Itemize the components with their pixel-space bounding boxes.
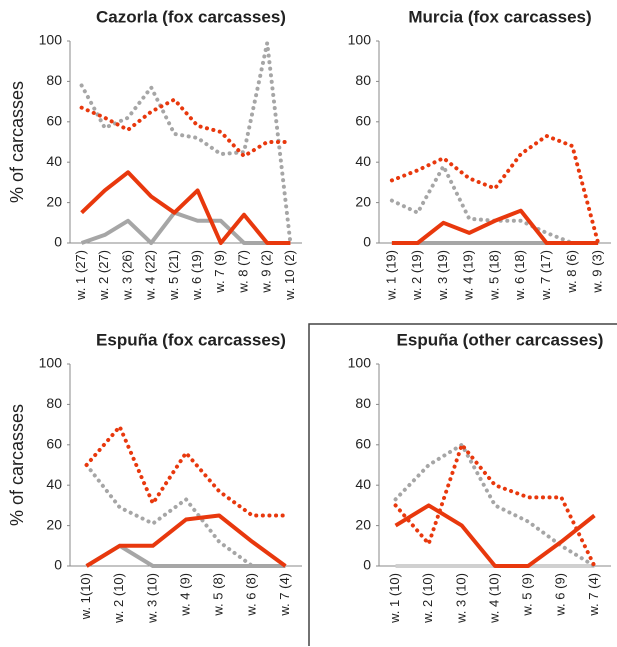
y-tick-label: 40: [46, 476, 62, 492]
line-series: [389, 164, 601, 245]
y-tick-label: 20: [355, 193, 371, 209]
y-axis-label: % of carcasses: [7, 404, 27, 526]
x-tick-label: w. 2 (10): [111, 573, 126, 624]
y-tick-label: 60: [355, 113, 371, 129]
x-tick-label: w. 3 (26): [119, 250, 134, 301]
x-tick-label: w. 6 (18): [512, 250, 527, 301]
x-tick-label: w. 4 (9): [177, 573, 192, 617]
y-tick-label: 60: [46, 113, 62, 129]
y-tick-label: 60: [46, 436, 62, 452]
panel: Cazorla (fox carcasses) % of carcasses 0 20…: [7, 7, 302, 301]
x-tick-label: w. 1(10): [78, 573, 93, 620]
chart-title: Espuña (fox carcasses): [96, 330, 286, 349]
x-tick-label: w. 7 (17): [538, 250, 553, 301]
line-series: [393, 442, 597, 568]
x-tick-label: w. 8 (6): [564, 250, 579, 294]
x-tick-label: w. 4 (19): [461, 250, 476, 301]
line-series: [393, 442, 597, 568]
x-tick-label: w. 4 (22): [143, 250, 158, 301]
y-tick-label: 100: [39, 32, 63, 48]
y-tick-label: 20: [355, 516, 371, 532]
line-series: [79, 97, 293, 159]
x-tick-label: w. 1 (19): [383, 250, 398, 301]
line-series: [84, 463, 288, 568]
chart-title: Espuña (other carcasses): [397, 330, 604, 349]
x-tick-label: w. 8 (7): [235, 250, 250, 294]
y-tick-label: 60: [355, 436, 371, 452]
x-tick-label: w. 5 (9): [520, 573, 535, 617]
y-tick-label: 100: [348, 32, 372, 48]
y-tick-label: 80: [46, 72, 62, 88]
x-tick-label: w. 2 (10): [420, 573, 435, 624]
x-tick-label: w. 5 (8): [211, 573, 226, 617]
x-tick-label: w. 7 (4): [586, 573, 601, 617]
x-tick-label: w. 2 (19): [409, 250, 424, 301]
line-series: [391, 208, 599, 245]
x-tick-label: w. 6 (9): [553, 573, 568, 617]
x-tick-label: w. 3 (10): [144, 573, 159, 624]
y-tick-label: 40: [355, 153, 371, 169]
line-series: [389, 133, 601, 245]
x-tick-label: w. 6 (8): [244, 573, 259, 617]
x-tick-label: w. 5 (21): [166, 250, 181, 301]
y-tick-label: 20: [46, 516, 62, 532]
panel: Espuña (other carcasses) 0 20 40 60 80 100 w. 1…: [308, 323, 617, 646]
x-tick-label: w. 1 (10): [387, 573, 402, 624]
panel-frame: [308, 323, 617, 646]
y-tick-label: 40: [355, 476, 371, 492]
line-series: [80, 170, 291, 245]
y-tick-label: 80: [355, 72, 371, 88]
x-tick-label: w. 9 (3): [590, 250, 605, 294]
x-tick-label: w. 6 (19): [189, 250, 204, 301]
y-tick-label: 100: [348, 355, 372, 371]
y-tick-label: 80: [46, 395, 62, 411]
y-tick-label: 40: [46, 153, 62, 169]
line-series: [79, 41, 293, 245]
x-tick-label: w. 7 (4): [277, 573, 292, 617]
x-tick-label: w. 2 (27): [96, 250, 111, 301]
panel: Espuña (fox carcasses) % of carcasses 0 20 4…: [7, 330, 302, 624]
y-tick-label: 100: [39, 355, 63, 371]
y-tick-label: 0: [54, 234, 62, 250]
y-axis-label: % of carcasses: [7, 81, 27, 203]
x-tick-label: w. 5 (18): [486, 250, 501, 301]
x-tick-label: w. 10 (2): [282, 250, 297, 301]
line-series: [85, 513, 287, 568]
y-tick-label: 0: [54, 557, 62, 573]
x-tick-label: w. 9 (2): [259, 250, 274, 294]
y-tick-label: 80: [355, 395, 371, 411]
panel: Murcia (fox carcasses) 0 20 40 60 80 100 w. 1 (…: [348, 7, 611, 301]
y-tick-label: 20: [46, 193, 62, 209]
x-tick-label: w. 7 (9): [212, 250, 227, 294]
x-tick-label: w. 4 (10): [486, 573, 501, 624]
x-tick-label: w. 1 (27): [73, 250, 88, 301]
x-tick-label: w. 3 (10): [453, 573, 468, 624]
x-tick-label: w. 3 (19): [435, 250, 450, 301]
line-series: [394, 503, 596, 568]
y-tick-label: 0: [363, 557, 371, 573]
y-tick-label: 0: [363, 234, 371, 250]
chart-title: Cazorla (fox carcasses): [96, 7, 286, 26]
line-series: [80, 210, 291, 245]
chart-title: Murcia (fox carcasses): [408, 7, 591, 26]
